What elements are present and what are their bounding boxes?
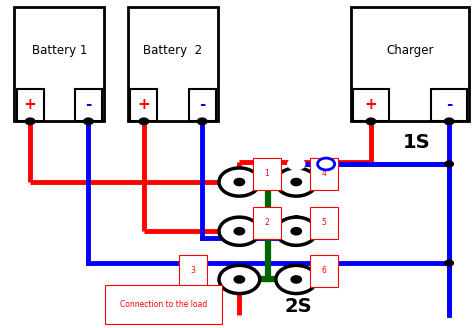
- Circle shape: [197, 118, 207, 125]
- Text: -: -: [446, 97, 452, 113]
- Circle shape: [234, 178, 245, 186]
- Text: +: +: [24, 97, 36, 113]
- Text: Connection to the load: Connection to the load: [120, 300, 207, 309]
- FancyBboxPatch shape: [189, 89, 216, 121]
- Circle shape: [445, 161, 453, 167]
- Circle shape: [219, 168, 260, 196]
- Text: 1: 1: [264, 169, 269, 178]
- Text: 1S: 1S: [403, 133, 431, 152]
- Text: Charger: Charger: [386, 44, 434, 57]
- Text: 2: 2: [264, 218, 269, 227]
- Text: 6: 6: [321, 266, 326, 276]
- Text: -: -: [199, 97, 205, 113]
- Circle shape: [276, 168, 317, 196]
- Text: Battery  2: Battery 2: [144, 44, 202, 57]
- FancyBboxPatch shape: [128, 7, 218, 121]
- Circle shape: [276, 217, 317, 245]
- Circle shape: [291, 276, 301, 283]
- Circle shape: [219, 217, 260, 245]
- FancyBboxPatch shape: [130, 89, 157, 121]
- FancyBboxPatch shape: [75, 89, 102, 121]
- Text: -: -: [85, 97, 91, 113]
- Circle shape: [26, 118, 35, 125]
- Text: +: +: [137, 97, 150, 113]
- FancyBboxPatch shape: [353, 89, 389, 121]
- Circle shape: [219, 265, 260, 294]
- Circle shape: [366, 118, 375, 125]
- Text: 2S: 2S: [285, 297, 312, 316]
- Circle shape: [288, 158, 305, 170]
- FancyBboxPatch shape: [17, 89, 44, 121]
- Circle shape: [445, 260, 453, 266]
- FancyBboxPatch shape: [14, 7, 104, 121]
- Circle shape: [291, 228, 301, 235]
- Circle shape: [276, 265, 317, 294]
- FancyBboxPatch shape: [351, 7, 469, 121]
- Circle shape: [234, 228, 245, 235]
- Text: +: +: [365, 97, 377, 113]
- Circle shape: [139, 118, 149, 125]
- FancyBboxPatch shape: [431, 89, 467, 121]
- Text: 3: 3: [191, 266, 195, 276]
- Circle shape: [83, 118, 93, 125]
- Circle shape: [444, 118, 454, 125]
- Text: 4: 4: [321, 169, 326, 178]
- Text: Battery 1: Battery 1: [32, 44, 87, 57]
- Text: 5: 5: [321, 218, 326, 227]
- Circle shape: [318, 158, 335, 170]
- Circle shape: [291, 178, 301, 186]
- Circle shape: [234, 276, 245, 283]
